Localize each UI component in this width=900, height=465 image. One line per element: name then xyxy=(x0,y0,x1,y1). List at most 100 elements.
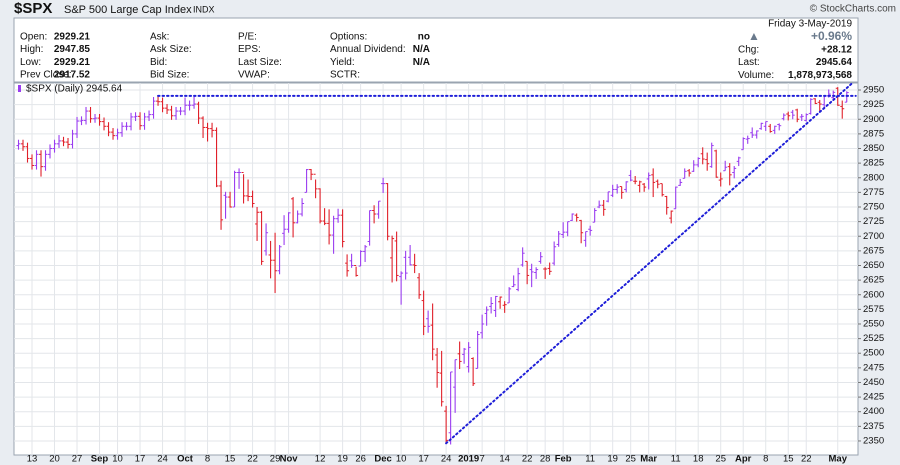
x-tick-label: 25 xyxy=(625,454,636,465)
quote-label: Yield: xyxy=(330,57,355,68)
summary-label: Chg: xyxy=(738,45,759,56)
y-tick-label: 2525 xyxy=(863,333,884,344)
x-tick-label: Apr xyxy=(735,454,752,465)
y-tick-label: 2650 xyxy=(863,260,884,271)
quote-label: P/E: xyxy=(238,32,257,43)
x-tick-label: 11 xyxy=(585,454,595,465)
x-tick-label: Dec xyxy=(374,454,391,465)
x-tick-label: 15 xyxy=(225,454,236,465)
y-tick-label: 2925 xyxy=(863,99,884,110)
quote-value: no xyxy=(418,32,430,43)
marks xyxy=(14,83,858,455)
trendline xyxy=(445,83,854,445)
x-tick-label: 12 xyxy=(315,454,326,465)
x-tick-label: 22 xyxy=(522,454,533,465)
x-tick-label: 24 xyxy=(157,454,168,465)
x-tick-label: 29 xyxy=(270,454,281,465)
y-tick-label: 2475 xyxy=(863,362,884,373)
x-tick-label: 22 xyxy=(247,454,258,465)
y-tick-label: 2675 xyxy=(863,245,884,256)
x-tick-label: 28 xyxy=(540,454,551,465)
quote-value: 2929.21 xyxy=(54,57,91,68)
x-tick-label: 13 xyxy=(27,454,38,465)
quote-value: 2929.21 xyxy=(54,32,91,43)
x-tick-label: 8 xyxy=(763,454,768,465)
change-arrow: ▲ xyxy=(748,29,760,43)
quote-label: Ask Size: xyxy=(150,44,192,55)
quote-label: Bid: xyxy=(150,57,167,68)
y-tick-label: 2425 xyxy=(863,392,884,403)
x-tick-label: 18 xyxy=(693,454,704,465)
summary-value: +28.12 xyxy=(821,45,852,56)
credit: © StockCharts.com xyxy=(810,4,896,15)
quote-label: Annual Dividend: xyxy=(330,44,406,55)
x-tick-label: 25 xyxy=(715,454,726,465)
quote-label: VWAP: xyxy=(238,69,270,80)
legend-swatch xyxy=(18,85,21,92)
x-tick-label: 7 xyxy=(479,454,484,465)
y-tick-label: 2875 xyxy=(863,128,884,139)
legend: $SPX (Daily) 2945.64 xyxy=(26,84,123,95)
quote-label: Low: xyxy=(20,57,41,68)
y-tick-label: 2950 xyxy=(863,85,884,96)
quote-label: EPS: xyxy=(238,44,261,55)
quote-label: Options: xyxy=(330,32,367,43)
x-tick-label: 20 xyxy=(49,454,60,465)
x-tick-label: 2019 xyxy=(458,454,479,465)
y-tick-label: 2700 xyxy=(863,231,884,242)
quote-value: 2947.85 xyxy=(54,44,91,55)
y-tick-label: 2775 xyxy=(863,187,884,198)
y-tick-label: 2500 xyxy=(863,348,884,359)
x-tick-label: 24 xyxy=(441,454,452,465)
x-tick-label: 19 xyxy=(337,454,348,465)
x-tick-label: 19 xyxy=(607,454,618,465)
quote-panel xyxy=(13,17,859,83)
x-tick-label: 14 xyxy=(499,454,510,465)
y-tick-label: 2575 xyxy=(863,304,884,315)
summary-label: Volume: xyxy=(738,70,774,81)
x-tick-label: Mar xyxy=(640,454,657,465)
x-tick-label: 8 xyxy=(205,454,210,465)
y-tick-label: 2600 xyxy=(863,289,884,300)
x-tick-label: 11 xyxy=(671,454,681,465)
chart-title: S&P 500 Large Cap Index xyxy=(64,4,192,16)
summary-label: Last: xyxy=(738,57,760,68)
quote-label: Prev Close: xyxy=(20,69,72,80)
y-tick-label: 2375 xyxy=(863,421,884,432)
x-tick-label: 17 xyxy=(418,454,429,465)
y-tick-label: 2850 xyxy=(863,143,884,154)
plot-area xyxy=(13,82,859,456)
quote-label: Open: xyxy=(20,32,47,43)
quote-label: Bid Size: xyxy=(150,69,189,80)
quote-label: Ask: xyxy=(150,32,169,43)
x-tick-label: 10 xyxy=(396,454,407,465)
x-tick-label: May xyxy=(829,454,848,465)
x-tick-label: Oct xyxy=(177,454,194,465)
x-tick-label: Sep xyxy=(91,454,109,465)
quote-label: SCTR: xyxy=(330,69,360,80)
x-tick-label: 27 xyxy=(72,454,83,465)
y-tick-label: 2450 xyxy=(863,377,884,388)
y-tick-label: 2725 xyxy=(863,216,884,227)
quote-value: N/A xyxy=(413,57,430,68)
y-tick-label: 2625 xyxy=(863,275,884,286)
y-tick-label: 2550 xyxy=(863,318,884,329)
quote-value: 2917.52 xyxy=(54,69,91,80)
y-tick-label: 2350 xyxy=(863,435,884,446)
x-tick-label: 10 xyxy=(112,454,123,465)
quote-label: Last Size: xyxy=(238,57,282,68)
date: Friday 3-May-2019 xyxy=(768,19,852,30)
y-tick-label: 2825 xyxy=(863,158,884,169)
x-tick-label: Nov xyxy=(280,454,299,465)
quote-value: N/A xyxy=(413,44,430,55)
quote-label: High: xyxy=(20,44,43,55)
y-tick-label: 2800 xyxy=(863,172,884,183)
x-tick-label: 17 xyxy=(135,454,146,465)
x-tick-label: 15 xyxy=(783,454,794,465)
y-tick-label: 2900 xyxy=(863,114,884,125)
y-tick-label: 2400 xyxy=(863,406,884,417)
exchange: INDX xyxy=(193,4,215,14)
summary-value: 2945.64 xyxy=(816,57,853,68)
x-tick-label: 26 xyxy=(355,454,366,465)
